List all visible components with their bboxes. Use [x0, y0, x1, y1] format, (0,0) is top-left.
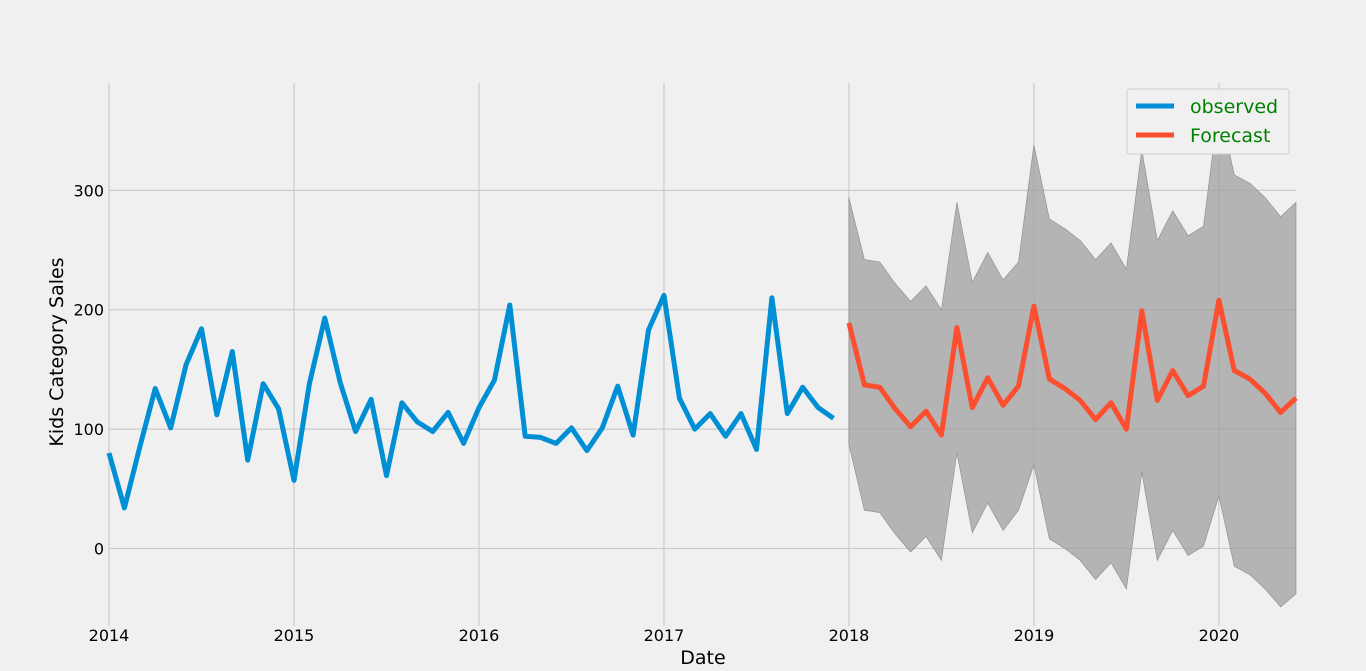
y-tick-label-200: 200: [73, 301, 104, 320]
tick-labels: 2014 2015 2016 2017 2018 2019 2020 0 100 200 300: [73, 181, 1239, 645]
y-tick-label-0: 0: [94, 539, 104, 558]
x-tick-label-2014: 2014: [89, 626, 130, 645]
x-tick-label-2019: 2019: [1014, 626, 1055, 645]
legend-label-observed: observed: [1190, 96, 1278, 118]
legend: observed Forecast: [1126, 88, 1290, 155]
forecast-confidence-band: [848, 104, 1297, 608]
legend-label-forecast: Forecast: [1190, 125, 1270, 147]
x-tick-label-2017: 2017: [644, 626, 685, 645]
x-axis-title: Date: [680, 647, 725, 669]
x-tick-label-2015: 2015: [274, 626, 315, 645]
x-tick-label-2018: 2018: [829, 626, 870, 645]
y-tick-label-100: 100: [73, 420, 104, 439]
confidence-band-layer: [848, 104, 1297, 608]
y-axis-title: Kids Category Sales: [46, 257, 68, 446]
observed-series-line: [106, 292, 835, 511]
forecast-series-line: [846, 297, 1298, 438]
y-tick-label-300: 300: [73, 181, 104, 200]
series-lines: [106, 292, 1298, 511]
x-tick-label-2016: 2016: [459, 626, 500, 645]
x-tick-label-2020: 2020: [1199, 626, 1240, 645]
